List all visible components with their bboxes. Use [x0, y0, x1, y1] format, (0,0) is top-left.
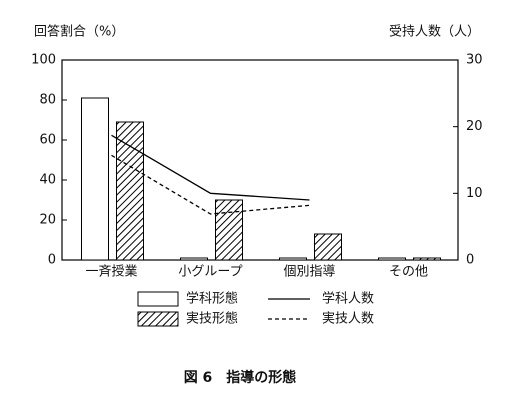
x-tick-label: その他	[389, 265, 428, 280]
y-tick-label: 40	[39, 173, 56, 188]
legend-label: 学科形態	[186, 291, 238, 307]
legend-label: 実技人数	[322, 311, 374, 327]
y-tick-label: 80	[39, 93, 56, 108]
y-tick-label: 100	[31, 53, 56, 68]
x-tick-label: 一斉授業	[85, 264, 137, 280]
legend-swatch	[137, 291, 179, 307]
bar	[279, 257, 307, 261]
bar	[378, 257, 406, 261]
bar	[180, 257, 208, 261]
y2-tick-label: 0	[466, 253, 474, 268]
bar	[81, 97, 109, 261]
legend-label: 学科人数	[322, 291, 374, 307]
legend-label: 実技形態	[186, 311, 238, 327]
bar	[116, 121, 144, 261]
y-tick-label: 20	[39, 213, 56, 228]
bar	[413, 257, 441, 261]
legend-swatch	[137, 311, 179, 327]
y-axis-label: 回答割合（%）	[34, 24, 124, 40]
y2-tick-label: 20	[466, 119, 483, 134]
line	[111, 134, 310, 201]
y-tick-label: 60	[39, 133, 56, 148]
chart-title: 図 6 指導の形態	[184, 369, 297, 386]
x-tick-label: 小グループ	[178, 265, 242, 280]
y-tick-label: 0	[48, 253, 56, 268]
y2-tick-label: 30	[466, 53, 483, 68]
line	[111, 154, 310, 215]
bar	[314, 233, 342, 261]
y2-tick-label: 10	[466, 186, 483, 201]
x-tick-label: 個別指導	[283, 265, 335, 280]
bar	[215, 199, 243, 261]
plot-frame	[61, 59, 459, 261]
y2-axis-label: 受持人数（人）	[389, 25, 480, 40]
